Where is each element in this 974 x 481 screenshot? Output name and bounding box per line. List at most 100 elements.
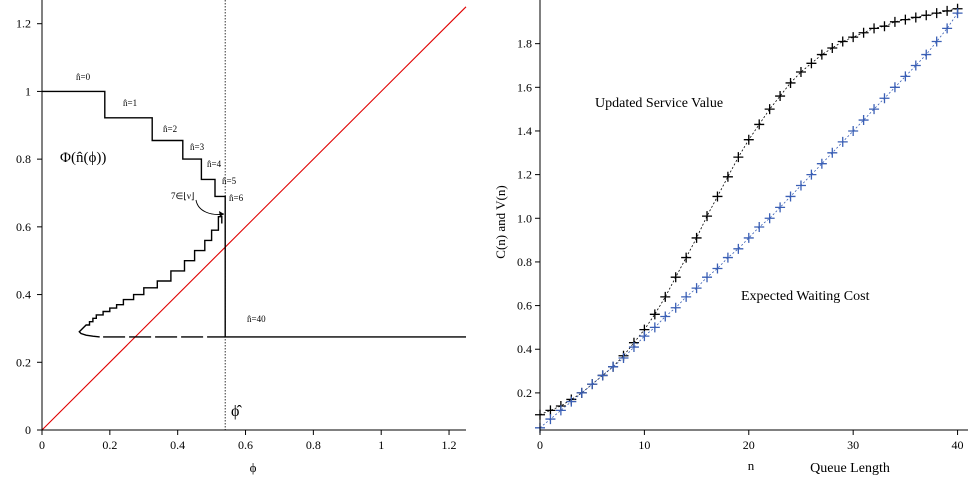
plus-marker	[889, 82, 900, 93]
plus-marker	[910, 12, 921, 23]
right-chart: 0 10 20 30 40 0.20.40.60.81.01.21.41.61.8 n …	[493, 0, 968, 476]
plus-marker	[712, 191, 723, 202]
plus-marker	[702, 211, 713, 222]
plus-marker	[566, 396, 577, 407]
right-y-tick-label: 1.2	[517, 168, 532, 182]
plus-marker	[816, 158, 827, 169]
plus-marker	[681, 291, 692, 302]
plus-marker	[764, 213, 775, 224]
plus-marker	[754, 222, 765, 233]
plus-marker	[681, 252, 692, 263]
left-x-tick-label: 0.8	[306, 438, 321, 452]
n-label-2: n̂=2	[163, 124, 177, 134]
left-y-ticks: 0 0.2 0.4 0.6 0.8 1 1.2	[16, 17, 42, 437]
plus-marker	[660, 291, 671, 302]
plus-marker	[921, 49, 932, 60]
plus-marker	[649, 309, 660, 320]
right-y-tick-label: 0.4	[517, 342, 532, 356]
right-series-markers-1	[535, 8, 963, 433]
plus-marker	[670, 302, 681, 313]
left-y-tick-label: 0.6	[16, 220, 31, 234]
left-series-1	[42, 90, 466, 338]
n-label-0: n̂=0	[76, 72, 91, 82]
right-y-tick-label: 0.2	[517, 386, 532, 400]
plus-marker	[816, 49, 827, 60]
plus-marker	[942, 23, 953, 34]
plus-marker	[900, 14, 911, 25]
plus-marker	[702, 272, 713, 283]
plus-marker	[576, 387, 587, 398]
plus-marker	[545, 414, 556, 425]
plus-marker	[754, 119, 765, 130]
right-x-ticks: 0 10 20 30 40	[537, 430, 964, 452]
plus-marker	[837, 136, 848, 147]
plus-marker	[691, 283, 702, 294]
plus-marker	[858, 27, 869, 38]
left-y-tick-label: 1	[25, 84, 31, 98]
right-x-tick-label: 0	[537, 438, 543, 452]
plus-marker	[952, 8, 963, 19]
plus-marker	[827, 147, 838, 158]
n-label-6: n̂=6	[229, 193, 244, 203]
left-y-tick-label: 0.2	[16, 355, 31, 369]
plus-marker	[827, 43, 838, 54]
right-series-line-0	[539, 8, 958, 416]
plus-marker	[743, 134, 754, 145]
plus-marker	[712, 263, 723, 274]
plus-marker	[848, 125, 859, 136]
plus-marker	[587, 379, 598, 390]
right-y-tick-label: 0.6	[517, 299, 532, 313]
plus-marker	[764, 104, 775, 115]
left-y-tick-label: 1.2	[16, 17, 31, 31]
seven-arrowhead	[219, 211, 224, 217]
updated-service-label: Updated Service Value	[595, 96, 723, 111]
left-x-tick-label: 0	[39, 438, 45, 452]
plus-marker	[743, 232, 754, 243]
plus-marker	[858, 115, 869, 126]
plus-marker	[879, 93, 890, 104]
plus-marker	[910, 60, 921, 71]
right-y-axis-label: C(n) and V(n)	[493, 185, 508, 258]
plus-marker	[785, 191, 796, 202]
left-series-2	[78, 216, 223, 338]
plus-marker	[795, 67, 806, 78]
left-x-tick-label: 1.2	[442, 438, 457, 452]
left-y-tick-label: 0.8	[16, 152, 31, 166]
plus-marker	[722, 252, 733, 263]
left-chart: 0 0.2 0.4 0.6 0.8 1 1.2 0 0.2 0.4 0.6 0.8 1 1.2 ϕ Φ(…	[16, 0, 467, 475]
plus-marker	[639, 331, 650, 342]
plus-marker	[555, 405, 566, 416]
plus-marker	[931, 8, 942, 19]
plus-marker	[921, 10, 932, 21]
right-x-tick-label: 30	[847, 438, 859, 452]
right-x-tick-label: 40	[952, 438, 964, 452]
plus-marker	[597, 370, 608, 381]
right-y-ticks: 0.2 0.4 0.6 0.8 1.0 1.2 1.4 1.6 1.8	[517, 37, 540, 400]
left-x-tick-label: 0.6	[238, 438, 253, 452]
n-label-1: n̂=1	[123, 98, 137, 108]
left-plot-series	[41, 0, 467, 431]
right-x-tick-label: 20	[743, 438, 755, 452]
right-y-tick-label: 0.8	[517, 255, 532, 269]
left-x-tick-label: 0.4	[170, 438, 185, 452]
plus-marker	[660, 311, 671, 322]
plus-marker	[649, 322, 660, 333]
left-x-tick-label: 1	[378, 438, 384, 452]
curve-label: Φ(n̂(ϕ))	[60, 150, 106, 166]
left-x-ticks: 0 0.2 0.4 0.6 0.8 1 1.2	[39, 430, 457, 452]
left-x-axis-label: ϕ	[250, 460, 257, 475]
plus-marker	[900, 71, 911, 82]
plus-marker	[848, 32, 859, 43]
left-series-0	[41, 6, 467, 431]
plus-marker	[931, 36, 942, 47]
plus-marker	[618, 352, 629, 363]
plus-marker	[691, 232, 702, 243]
plus-marker	[608, 361, 619, 372]
right-series-markers-0	[535, 3, 963, 420]
right-series-line-1	[539, 12, 958, 429]
plus-marker	[837, 36, 848, 47]
seven-label: 7∈⌊ν⌋	[171, 191, 194, 201]
plus-marker	[889, 16, 900, 27]
plus-marker	[670, 272, 681, 283]
